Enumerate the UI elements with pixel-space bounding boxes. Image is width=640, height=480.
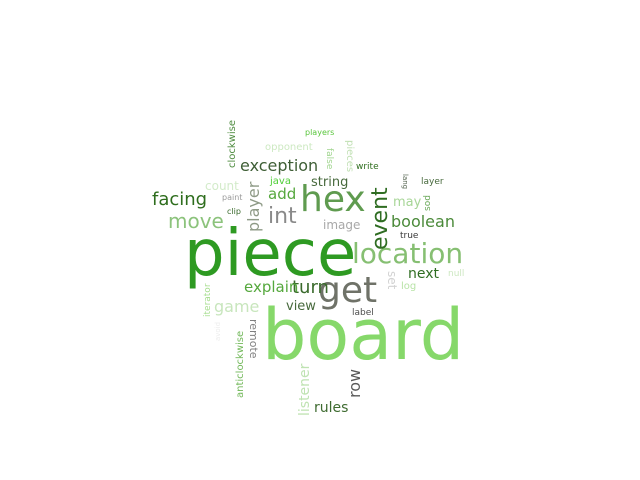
word-listener: listener <box>297 363 313 416</box>
word-write: write <box>356 162 379 172</box>
word-string: string <box>311 175 349 190</box>
word-log: log <box>401 281 417 292</box>
word-next: next <box>408 266 440 282</box>
word-boolean: boolean <box>391 212 455 231</box>
word-count: count <box>205 179 239 193</box>
word-anticlockwise: anticlockwise <box>235 330 246 398</box>
word-row: row <box>345 368 364 398</box>
word-image: image <box>323 218 361 232</box>
word-false: false <box>324 148 334 170</box>
word-event: event <box>368 187 393 250</box>
word-iterator: iterator <box>203 283 213 317</box>
word-clockwise: clockwise <box>227 119 238 168</box>
word-location: location <box>352 237 464 270</box>
word-explain: explain <box>244 278 299 296</box>
word-int: int <box>268 204 297 229</box>
word-game: game <box>214 297 260 316</box>
word-layer: layer <box>421 177 444 187</box>
word-lang: lang <box>401 174 409 190</box>
word-turn: turn <box>292 277 329 298</box>
word-piece: piece <box>184 217 357 291</box>
word-players: players <box>305 128 335 137</box>
word-may: may <box>393 195 422 210</box>
word-avoid: avoid <box>214 321 222 341</box>
word-view: view <box>286 299 316 314</box>
word-facing: facing <box>152 189 208 210</box>
word-get: get <box>318 270 378 311</box>
word-true: true <box>400 231 419 241</box>
word-move: move <box>168 209 224 233</box>
word-paint: paint <box>222 193 243 202</box>
word-player: player <box>244 181 263 232</box>
word-clip: clip <box>227 207 241 216</box>
word-label: label <box>352 308 374 318</box>
word-board: board <box>262 294 465 376</box>
word-sod: sod <box>423 195 433 211</box>
word-remote: remote <box>247 319 260 359</box>
word-hex: hex <box>300 179 366 220</box>
word-java: java <box>270 176 291 187</box>
word-opponent: opponent <box>265 142 313 153</box>
word-rules: rules <box>314 400 349 416</box>
word-set: set <box>385 271 399 290</box>
word-add: add <box>268 185 297 203</box>
word-pieces: pieces <box>344 140 355 173</box>
word-exception: exception <box>240 156 319 175</box>
word-null: null <box>448 269 465 279</box>
